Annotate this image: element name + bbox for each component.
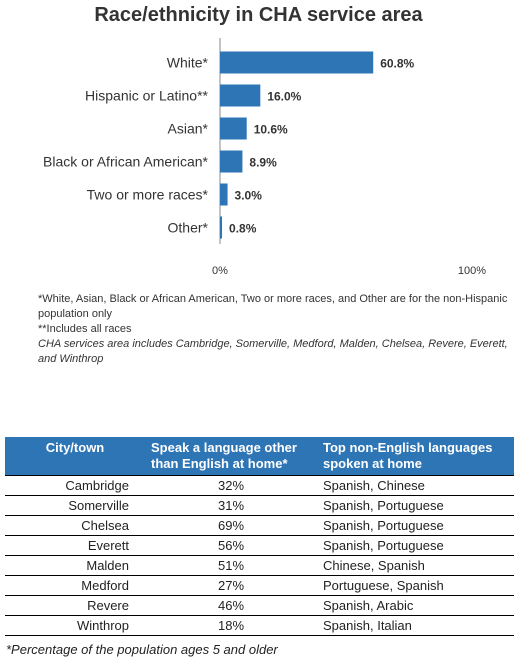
x-tick-label: 0% xyxy=(212,265,228,276)
note-all-races: **Includes all races xyxy=(38,323,132,335)
percent-cell: 32% xyxy=(145,475,317,496)
data-label: 0.8% xyxy=(229,222,257,236)
category-label: White* xyxy=(167,55,209,71)
percent-cell: 69% xyxy=(145,515,317,536)
languages-cell: Chinese, Spanish xyxy=(317,555,514,576)
bar xyxy=(220,150,243,173)
percent-cell: 31% xyxy=(145,495,317,516)
percent-cell: 27% xyxy=(145,575,317,596)
category-label: Black or African American* xyxy=(43,154,209,170)
category-label: Hispanic or Latino** xyxy=(85,88,209,104)
table-row: Somerville 31% Spanish, Portuguese xyxy=(5,495,514,516)
languages-cell: Spanish, Arabic xyxy=(317,595,514,616)
header-city: City/town xyxy=(5,437,145,476)
percent-cell: 56% xyxy=(145,535,317,556)
category-label: Asian* xyxy=(168,121,209,137)
city-cell: Medford xyxy=(5,575,145,596)
table-footnote: *Percentage of the population ages 5 and… xyxy=(6,642,278,657)
data-label: 8.9% xyxy=(249,156,277,170)
city-cell: Somerville xyxy=(5,495,145,516)
table-row: Everett 56% Spanish, Portuguese xyxy=(5,535,514,556)
data-label: 60.8% xyxy=(380,57,414,71)
languages-cell: Portuguese, Spanish xyxy=(317,575,514,596)
languages-cell: Spanish, Portuguese xyxy=(317,535,514,556)
bar xyxy=(220,117,247,140)
city-language-table: City/town Speak a language other than En… xyxy=(5,437,514,636)
table-row: Cambridge 32% Spanish, Chinese xyxy=(5,475,514,496)
table-row: Malden 51% Chinese, Spanish xyxy=(5,555,514,576)
city-cell: Malden xyxy=(5,555,145,576)
category-label: Two or more races* xyxy=(87,187,209,203)
data-label: 3.0% xyxy=(235,189,263,203)
city-cell: Chelsea xyxy=(5,515,145,536)
note-service-area: CHA services area includes Cambridge, So… xyxy=(38,338,508,365)
bar-chart: White* 60.8% Hispanic or Latino** 16.0% Asia… xyxy=(43,38,486,276)
table-row: Medford 27% Portuguese, Spanish xyxy=(5,575,514,596)
table-row: Chelsea 69% Spanish, Portuguese xyxy=(5,515,514,536)
city-cell: Everett xyxy=(5,535,145,556)
category-label: Other* xyxy=(168,220,209,236)
header-top-languages: Top non-English languages spoken at home xyxy=(317,437,514,476)
languages-cell: Spanish, Italian xyxy=(317,615,514,636)
percent-cell: 46% xyxy=(145,595,317,616)
city-cell: Revere xyxy=(5,595,145,616)
bar xyxy=(220,84,261,107)
table-row: Revere 46% Spanish, Arabic xyxy=(5,595,514,616)
bar xyxy=(220,51,374,74)
city-cell: Winthrop xyxy=(5,615,145,636)
chart-title: Race/ethnicity in CHA service area xyxy=(94,4,423,26)
bar xyxy=(220,183,228,206)
header-other-language: Speak a language other than English at h… xyxy=(145,437,317,476)
table-row: Winthrop 18% Spanish, Italian xyxy=(5,615,514,636)
percent-cell: 51% xyxy=(145,555,317,576)
x-tick-label: 100% xyxy=(458,265,486,276)
languages-cell: Spanish, Chinese xyxy=(317,475,514,496)
percent-cell: 18% xyxy=(145,615,317,636)
chart-notes: *White, Asian, Black or African American… xyxy=(38,292,508,367)
note-non-hispanic: *White, Asian, Black or African American… xyxy=(38,293,508,320)
languages-cell: Spanish, Portuguese xyxy=(317,515,514,536)
table-header-row: City/town Speak a language other than En… xyxy=(5,437,514,476)
data-label: 10.6% xyxy=(254,123,288,137)
languages-cell: Spanish, Portuguese xyxy=(317,495,514,516)
bar xyxy=(220,216,223,239)
city-cell: Cambridge xyxy=(5,475,145,496)
data-label: 16.0% xyxy=(267,90,301,104)
